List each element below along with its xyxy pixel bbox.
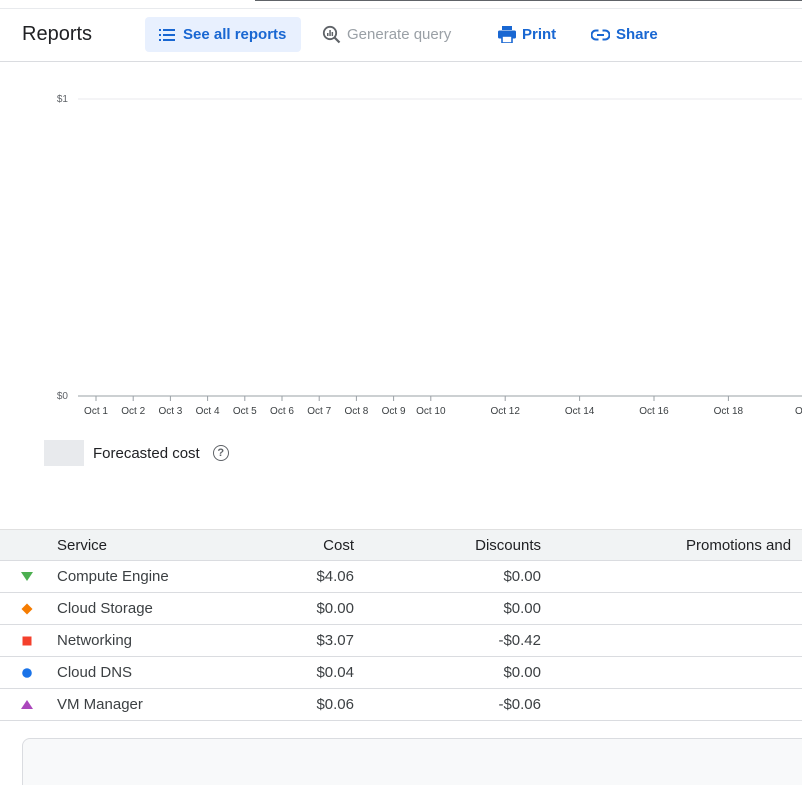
print-button[interactable]: Print [498,17,556,52]
table-row[interactable]: Networking $3.07 -$0.42 [0,625,802,657]
x-tick-label: Oct 10 [416,406,446,417]
chart-legend: Forecasted cost ? [44,440,229,466]
share-label: Share [616,26,658,43]
generate-query-button[interactable]: Generate query [322,17,451,52]
x-tick-label: Oct 5 [233,406,257,417]
print-label: Print [522,26,557,43]
help-glyph: ? [217,447,225,459]
forecasted-cost-swatch [44,440,84,466]
reports-header: Reports See all reports Generate query P… [0,9,802,62]
service-name: Cloud Storage [57,600,153,617]
cost-chart-svg: $1 $0 Oct 1 Oct 2 Oct 3 Oct 4 Oct 5 Oct 6 Oct 7 O… [57,94,802,417]
service-discounts: -$0.06 [498,696,541,713]
service-name: VM Manager [57,696,143,713]
column-header-service[interactable]: Service [57,536,108,554]
column-header-cost[interactable]: Cost [323,536,354,554]
y-tick-label: $0 [57,391,69,402]
page-title: Reports [22,23,93,45]
x-tick-label: Oct 4 [196,406,220,417]
column-header-promotions[interactable]: Promotions and [686,536,792,554]
table-row[interactable]: Compute Engine $4.06 $0.00 [0,561,802,593]
service-cost: $0.00 [316,600,354,617]
service-name: Networking [57,632,133,649]
print-icon [498,26,516,43]
top-divider [255,0,802,1]
generate-query-label: Generate query [347,26,452,43]
triangle-down-marker-icon [20,561,34,592]
bottom-card [22,738,802,785]
service-cost: $3.07 [316,632,354,649]
service-name: Cloud DNS [57,664,133,681]
service-name: Compute Engine [57,568,169,585]
x-tick-label: Oct 12 [490,406,520,417]
service-cost: $4.06 [316,568,354,585]
diamond-marker-icon [20,593,34,624]
service-discounts: $0.00 [503,568,541,585]
square-marker-icon [20,625,34,656]
cost-chart: $1 $0 Oct 1 Oct 2 Oct 3 Oct 4 Oct 5 Oct 6 Oct 7 O… [0,62,802,432]
x-tick-label: Oct 1 [84,406,108,417]
service-discounts: -$0.42 [498,632,541,649]
service-discounts: $0.00 [503,600,541,617]
table-row[interactable]: VM Manager $0.06 -$0.06 [0,689,802,721]
x-tick-label: Oct 7 [307,406,331,417]
triangle-up-marker-icon [20,689,34,720]
table-row[interactable]: Cloud DNS $0.04 $0.00 [0,657,802,689]
x-tick-label: Oct 3 [158,406,182,417]
column-header-discounts[interactable]: Discounts [475,536,541,554]
see-all-reports-button[interactable]: See all reports [145,17,301,52]
x-tick-label: Oct 8 [344,406,368,417]
service-cost: $0.06 [316,696,354,713]
services-table: Service Cost Discounts Promotions and Co… [0,529,802,721]
x-tick-label: Oct 18 [714,406,744,417]
table-row[interactable]: Cloud Storage $0.00 $0.00 [0,593,802,625]
x-tick-label: Oct 9 [382,406,406,417]
circle-marker-icon [20,657,34,688]
table-body: Compute Engine $4.06 $0.00 Cloud Storage $0.… [0,561,802,721]
query-search-icon [322,25,341,44]
x-tick-label: Oct 6 [270,406,294,417]
x-tick-label: Oct 16 [639,406,669,417]
share-button[interactable]: Share [591,17,658,52]
x-tick-label: Oct 14 [565,406,595,417]
help-circle-icon[interactable]: ? [212,445,229,461]
x-tick-label: Oct [795,406,802,417]
link-icon [591,29,610,40]
see-all-reports-label: See all reports [183,26,287,43]
top-divider-light [0,8,802,9]
service-discounts: $0.00 [503,664,541,681]
list-icon [159,28,175,41]
forecasted-cost-label: Forecasted cost [93,444,200,462]
service-cost: $0.04 [316,664,354,681]
table-header: Service Cost Discounts Promotions and [0,529,802,561]
y-tick-label: $1 [57,94,69,105]
x-tick-label: Oct 2 [121,406,145,417]
